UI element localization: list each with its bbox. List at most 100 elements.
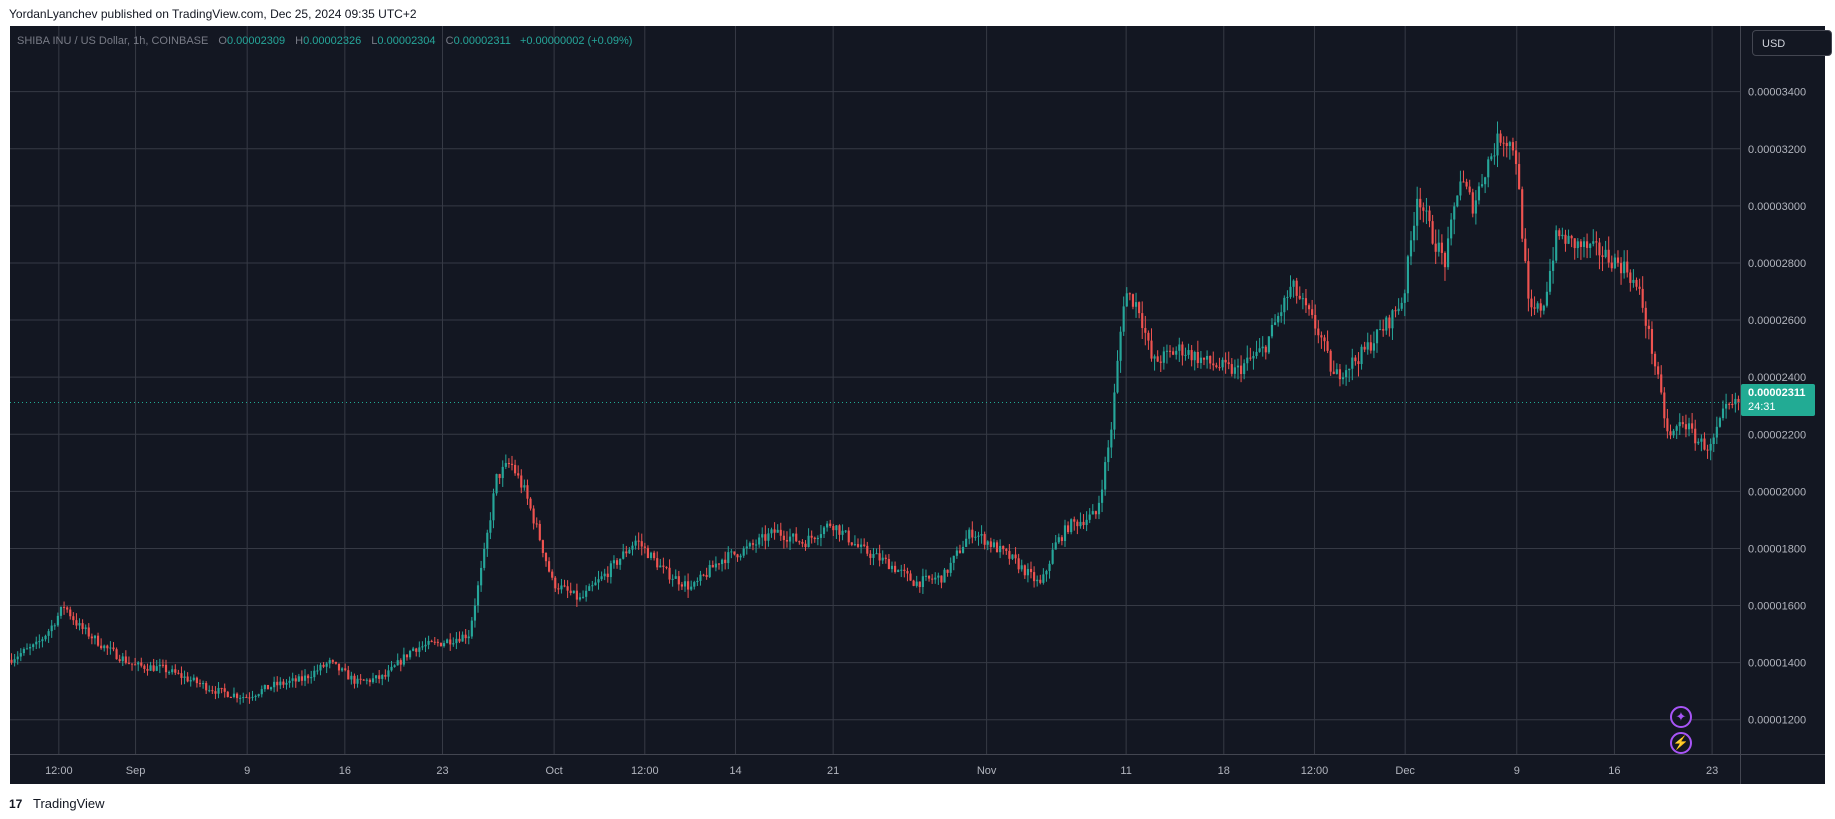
candle-body <box>433 641 436 643</box>
candle-body <box>1684 424 1688 430</box>
candle-body <box>943 569 946 583</box>
candle-body <box>1416 198 1419 226</box>
time-scale[interactable]: 12:00 Sep 9 16 23 Oct 12:00 14 21 Nov 11 18 12:00 Dec… <box>10 754 1740 784</box>
candle-body <box>1054 542 1057 550</box>
currency-button[interactable]: USD <box>1752 30 1832 56</box>
candle-body <box>248 697 251 699</box>
candle-body <box>1697 441 1700 444</box>
candle-body <box>934 577 937 580</box>
candle-body <box>1311 309 1314 315</box>
candle-body <box>1487 159 1490 178</box>
last-price-label: 0.00002311 24:31 <box>1741 384 1815 416</box>
candle-body <box>514 464 517 474</box>
candle-body <box>1437 242 1440 252</box>
time-tick-label: 12:00 <box>45 765 73 777</box>
bar-countdown: 24:31 <box>1748 401 1776 413</box>
candle-body <box>1206 355 1209 360</box>
candle-body <box>75 620 78 626</box>
candle-body <box>532 508 535 524</box>
candle-body <box>146 668 149 671</box>
candle-body <box>739 555 742 558</box>
candle-body <box>1351 357 1354 369</box>
candle-body <box>711 565 714 568</box>
candle-body <box>1607 249 1610 263</box>
candle-body <box>1267 336 1270 353</box>
candle-body <box>708 565 711 577</box>
candle-body <box>1366 342 1369 350</box>
candle-body <box>764 534 767 541</box>
candle-body <box>1369 342 1372 351</box>
candle-body <box>439 642 443 647</box>
candle-body <box>214 691 217 694</box>
candle-body <box>1023 565 1026 576</box>
candle-body <box>884 557 887 559</box>
candle-body <box>1264 346 1267 353</box>
candle-body <box>866 545 869 554</box>
candle-body <box>696 580 699 583</box>
candle-body <box>968 529 971 539</box>
candle-body <box>1252 355 1255 359</box>
candle-body <box>418 647 421 652</box>
price-tick-label: 0.00002400 <box>1748 372 1806 384</box>
candle-body <box>785 540 789 542</box>
candle-body <box>137 662 140 665</box>
candle-body <box>995 542 999 553</box>
candle-body <box>1681 422 1684 425</box>
candle-body <box>612 560 616 564</box>
candle-body <box>127 662 131 664</box>
candle-body <box>1345 370 1348 378</box>
candle-body <box>659 565 662 568</box>
candle-body <box>1585 241 1589 248</box>
candle-body <box>84 627 87 629</box>
candle-body <box>1307 305 1311 310</box>
candle-body <box>1020 565 1023 570</box>
candle-body <box>1521 189 1524 239</box>
candle-body <box>1372 343 1376 351</box>
candle-body <box>186 676 189 682</box>
candle-body <box>538 523 541 541</box>
candle-body <box>1446 238 1450 268</box>
candle-body <box>229 697 232 699</box>
candle-body <box>893 565 897 572</box>
sparkle-icon[interactable]: ✦ <box>1670 706 1692 728</box>
candle-body <box>1066 525 1070 533</box>
candle-body <box>1514 150 1518 165</box>
high-key: H <box>295 35 304 47</box>
candle-body <box>653 552 656 559</box>
candle-body <box>1610 262 1613 269</box>
candle-body <box>875 553 878 555</box>
candle-body <box>529 498 532 509</box>
candle-body <box>480 567 483 586</box>
candle-body <box>38 641 41 643</box>
candle-body <box>449 639 452 645</box>
chart-panel[interactable]: 0.00001200 0.00001400 0.00001600 0.00001800… <box>10 26 1832 784</box>
candle-body <box>594 582 597 586</box>
candle-body <box>776 529 779 533</box>
candle-body <box>572 590 575 594</box>
candle-body <box>1172 351 1175 355</box>
candle-body <box>149 665 152 671</box>
candle-body <box>1672 430 1675 436</box>
candle-body <box>115 649 118 660</box>
candle-body <box>495 474 498 494</box>
candle-body <box>1731 403 1734 405</box>
candle-body <box>961 546 965 553</box>
price-scale[interactable]: 0.00001200 0.00001400 0.00001600 0.00001800… <box>1740 26 1825 754</box>
candle-body <box>47 631 50 636</box>
candle-body <box>761 534 764 538</box>
candle-body <box>1116 360 1119 393</box>
candle-body <box>727 552 730 564</box>
candle-body <box>1107 447 1110 463</box>
price-chart[interactable] <box>10 26 1740 754</box>
candle-body <box>619 558 622 565</box>
lightning-icon[interactable]: ⚡ <box>1670 732 1692 754</box>
close-key: C <box>445 35 454 47</box>
candle-body <box>804 543 807 548</box>
candle-body <box>350 675 353 680</box>
candle-body <box>714 563 717 568</box>
candle-body <box>124 656 127 663</box>
candle-body <box>625 551 628 554</box>
candle-body <box>835 525 838 531</box>
candle-body <box>581 596 585 598</box>
plot-area[interactable] <box>10 26 1740 754</box>
